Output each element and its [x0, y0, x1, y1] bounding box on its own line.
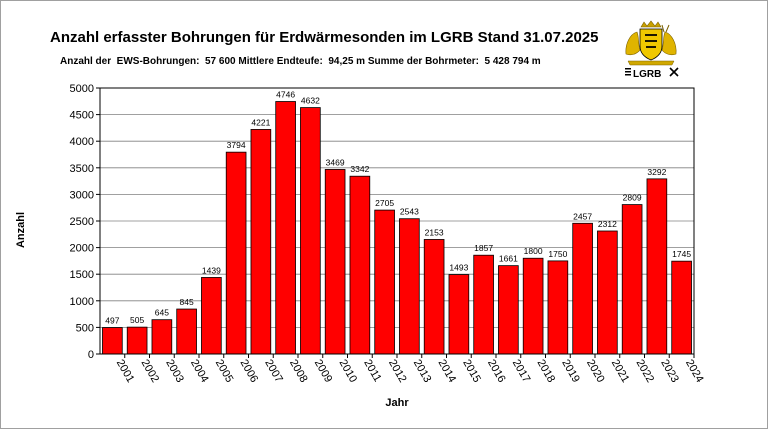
- bar: [176, 308, 197, 355]
- data-label: 3342: [350, 164, 369, 174]
- data-label: 645: [155, 308, 169, 318]
- x-tick-label: 2009: [312, 358, 335, 385]
- y-tick-label: 5000: [70, 83, 94, 95]
- data-label: 1750: [548, 249, 567, 259]
- bar: [225, 151, 247, 355]
- x-tick-label: 2004: [188, 358, 211, 385]
- data-label: 2809: [623, 193, 642, 203]
- grid-lines: [100, 87, 694, 354]
- bar: [300, 107, 321, 355]
- x-tick-label: 2010: [337, 358, 360, 385]
- bar: [399, 218, 420, 355]
- x-tick-label: 2003: [163, 358, 186, 385]
- bar: [522, 257, 544, 355]
- bar: [126, 326, 148, 355]
- data-label: 4632: [301, 96, 320, 106]
- x-axis-label: Jahr: [385, 397, 409, 409]
- y-tick-label: 4000: [70, 136, 94, 148]
- x-tick-label: 2008: [287, 358, 310, 385]
- bar: [349, 175, 371, 355]
- axes: [96, 87, 695, 358]
- data-label: 1745: [672, 249, 691, 259]
- data-label: 2312: [598, 219, 617, 229]
- x-tick-label: 2007: [262, 358, 285, 385]
- x-tick-label: 2023: [658, 358, 681, 385]
- logo-wordmark: LGRB: [633, 69, 661, 78]
- x-tick-label: 2011: [361, 358, 383, 384]
- data-label: 3292: [647, 167, 666, 177]
- bar: [547, 260, 569, 355]
- plot-border: [99, 87, 695, 355]
- data-label: 845: [180, 297, 194, 307]
- data-label: 2457: [573, 211, 592, 221]
- chart-title: Anzahl erfasster Bohrungen für Erdwärmes…: [50, 29, 599, 46]
- data-label: 1493: [449, 263, 468, 273]
- y-tick-label: 2500: [70, 216, 94, 228]
- x-tick-label: 2021: [609, 358, 632, 385]
- data-label: 2153: [425, 227, 444, 237]
- value-labels: 497 505 645 845 1439 3794 4221 4746 4632 3469 3342…: [105, 90, 691, 326]
- x-tick-label: 2018: [535, 358, 558, 385]
- x-tick-label: 2017: [510, 358, 533, 385]
- bar: [621, 204, 643, 355]
- x-tick-label: 2024: [683, 358, 706, 385]
- data-label: 1857: [474, 243, 493, 253]
- data-label: 1800: [524, 246, 543, 256]
- y-tick-label: 2000: [70, 243, 94, 255]
- bar: [275, 101, 296, 355]
- data-label: 3469: [326, 157, 345, 167]
- chart-subtitle: Anzahl der EWS-Bohrungen: 57 600 Mittler…: [60, 56, 541, 67]
- bar: [250, 129, 272, 355]
- bar: [473, 254, 494, 355]
- bar: [102, 327, 123, 355]
- y-tick-label: 1000: [70, 296, 94, 308]
- bar: [423, 239, 445, 355]
- bar: [646, 178, 668, 355]
- x-tick-label: 2019: [559, 358, 582, 385]
- x-tick-label: 2005: [213, 358, 236, 385]
- data-label: 2543: [400, 207, 419, 217]
- bar: [448, 274, 470, 355]
- bar: [374, 209, 395, 355]
- bar: [572, 222, 593, 355]
- data-label: 497: [105, 316, 119, 326]
- y-tick-label: 4500: [70, 110, 94, 122]
- x-tick-label: 2002: [139, 358, 162, 385]
- x-tick-label: 2015: [460, 358, 483, 385]
- data-label: 1661: [499, 254, 518, 264]
- x-tick-label: 2013: [411, 358, 434, 385]
- data-label: 1439: [202, 265, 221, 275]
- y-tick-label: 500: [76, 322, 94, 334]
- x-tick-label: 2022: [634, 358, 657, 385]
- bars: [102, 101, 692, 355]
- x-tick-label: 2014: [436, 358, 459, 385]
- y-tick-label: 0: [88, 349, 94, 361]
- y-tick-label: 1500: [70, 269, 94, 281]
- bar: [671, 260, 692, 355]
- bar: [597, 230, 618, 355]
- data-label: 3794: [227, 140, 246, 150]
- x-tick-label: 2012: [386, 358, 409, 385]
- x-tick-label: 2016: [485, 358, 508, 385]
- x-tick-label: 2006: [238, 358, 261, 385]
- bar: [498, 265, 519, 355]
- bar: [201, 277, 222, 355]
- y-tick-label: 3500: [70, 163, 94, 175]
- data-label: 2705: [375, 198, 394, 208]
- y-tick-label: 3000: [70, 189, 94, 201]
- bar: [151, 319, 173, 355]
- lgrb-logo: LGRB: [625, 20, 679, 78]
- data-label: 4221: [251, 117, 270, 127]
- x-tick-label: 2001: [114, 358, 137, 385]
- x-tick-label: 2020: [584, 358, 607, 385]
- data-label: 505: [130, 315, 144, 325]
- bar: [324, 169, 346, 355]
- data-label: 4746: [276, 90, 295, 100]
